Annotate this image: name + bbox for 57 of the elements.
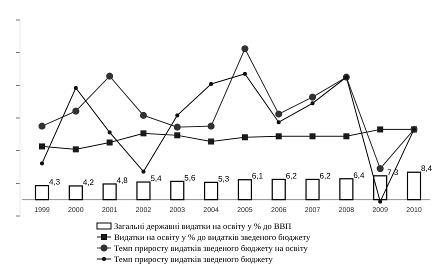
bar [204,182,218,200]
data-label: 5,4 [150,174,162,184]
point [174,132,180,138]
data-label: 4,8 [116,176,128,185]
point [108,130,112,134]
data-label: 5,3 [218,174,230,184]
data-label: 4,3 [49,178,61,187]
point [276,120,281,124]
bar [238,179,252,200]
legend-label: Видатки на освіту у % до видатків зведеного бюджету [114,232,311,242]
data-label: 6,1 [252,172,264,181]
point [38,122,46,130]
point [40,161,44,166]
point [242,72,247,76]
bar [68,185,83,200]
point [209,82,214,86]
point [275,110,282,118]
data-label: 4,2 [82,178,94,187]
point [140,112,147,119]
point [310,101,315,106]
data-label: 8,4 [421,164,433,174]
point [276,133,282,140]
point [72,108,80,115]
data-label: 5,6 [184,173,196,182]
point [72,146,79,152]
point [242,134,248,140]
point [343,133,350,140]
point [241,45,248,52]
point [310,133,316,140]
point [378,200,382,204]
legend-label: Загальні державні видатки на освіту у % до ВВП [114,221,292,231]
point [208,138,214,145]
legend-label: Темп приросту видатків зведеного бюджету на освіту [114,243,309,253]
point [377,126,384,132]
bar [339,178,354,200]
legend-label: Темп приросту видатків зведеного бюджету [114,254,274,264]
point [140,130,146,136]
data-label: 6,4 [353,170,366,180]
bar [34,185,50,200]
point [106,72,114,80]
bar [305,178,320,200]
point [376,165,384,172]
data-label: 6,2 [286,171,298,180]
point [106,140,113,146]
bar [170,180,184,200]
point [74,86,78,90]
point [174,124,181,131]
bar [102,183,117,200]
point [39,143,45,150]
bar [272,178,286,200]
data-label: 6,2 [320,171,332,180]
bar [406,172,422,200]
point [175,113,180,118]
bar [136,181,151,200]
point [208,122,215,130]
point [141,170,146,174]
point [309,94,316,101]
